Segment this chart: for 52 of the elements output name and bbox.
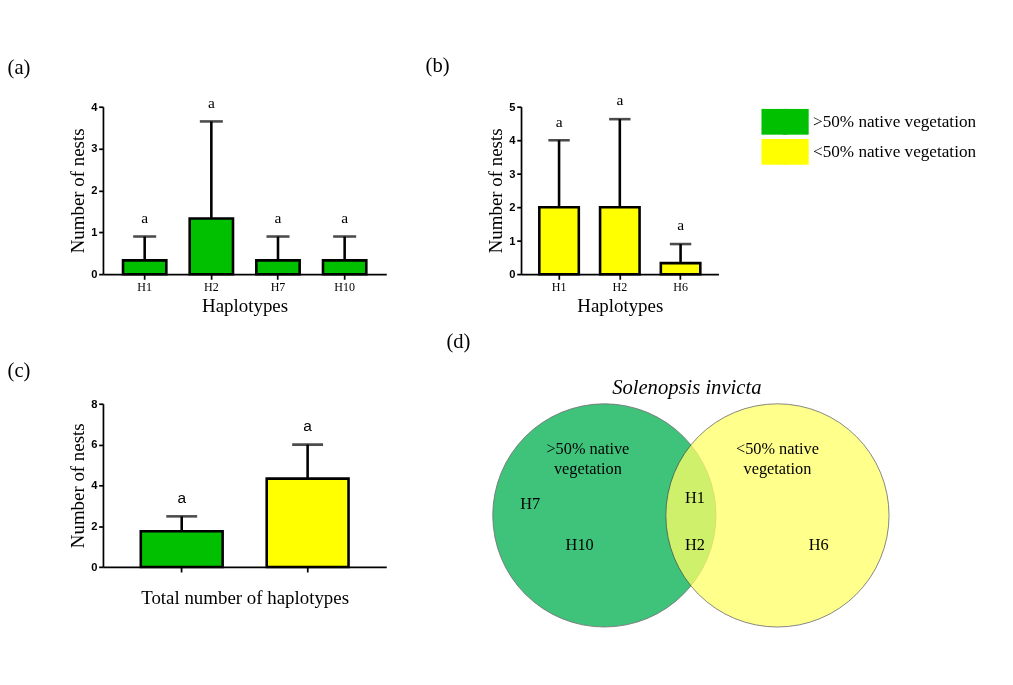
chart-title: (c)	[7, 359, 31, 383]
x-tick-label: H2	[612, 279, 628, 294]
annotation: a	[303, 416, 313, 434]
y-tick-label: 1	[509, 234, 516, 247]
x-tick-label: H1	[551, 279, 567, 294]
y-tick-label: 0	[91, 268, 98, 281]
y-tick-label: 2	[91, 184, 98, 197]
x-tick-label: H7	[270, 279, 286, 294]
y-tick-label: 5	[509, 100, 516, 113]
y-tick-label: 1	[91, 226, 98, 239]
annotation: a	[177, 488, 187, 506]
y-axis-title: Number of nests	[66, 423, 88, 549]
text: <50% native vegetation	[735, 438, 819, 479]
y-axis-title: Number of nests	[66, 128, 88, 254]
x-tick-label: H2	[204, 279, 219, 294]
y-tick-label: 2	[91, 520, 98, 533]
text: H1	[685, 487, 705, 507]
text: H10	[565, 534, 594, 554]
legend-label: >50% native vegetation	[812, 111, 977, 131]
y-tick-label: 4	[91, 479, 99, 492]
y-tick-label: 4	[91, 100, 99, 113]
text: >50% native vegetation	[546, 438, 630, 479]
x-axis-title: Haplotypes	[202, 294, 289, 316]
y-tick-label: 4	[509, 134, 517, 147]
text: H2	[685, 534, 705, 554]
annotation: a	[141, 208, 149, 226]
y-tick-label: 8	[91, 397, 98, 410]
y-tick-label: 2	[509, 201, 516, 214]
annotation: a	[274, 208, 282, 226]
y-axis-title: Number of nests	[484, 128, 506, 254]
x-tick-label: H1	[137, 279, 153, 294]
annotation: a	[677, 216, 685, 234]
y-tick-label: 3	[91, 142, 98, 155]
text: (d)	[446, 330, 471, 354]
chart-title: (b)	[425, 53, 450, 77]
x-tick-label: H6	[673, 279, 688, 294]
annotation: a	[341, 208, 349, 226]
y-tick-label: 6	[91, 438, 98, 451]
text: H7	[520, 494, 541, 514]
annotation: a	[616, 91, 624, 109]
annotation: a	[207, 93, 215, 111]
x-axis-title: Total number of haplotypes	[141, 587, 350, 609]
text: Solenopsis invicta	[612, 376, 762, 400]
legend-label: <50% native vegetation	[812, 142, 977, 161]
y-tick-label: 3	[509, 167, 516, 180]
annotation: a	[555, 112, 563, 130]
x-tick-label: H10	[334, 279, 355, 294]
x-axis-title: Haplotypes	[577, 294, 664, 316]
y-tick-label: 0	[509, 268, 516, 281]
text: H6	[808, 534, 829, 554]
y-tick-label: 0	[91, 560, 98, 573]
chart-title: (a)	[7, 56, 31, 80]
